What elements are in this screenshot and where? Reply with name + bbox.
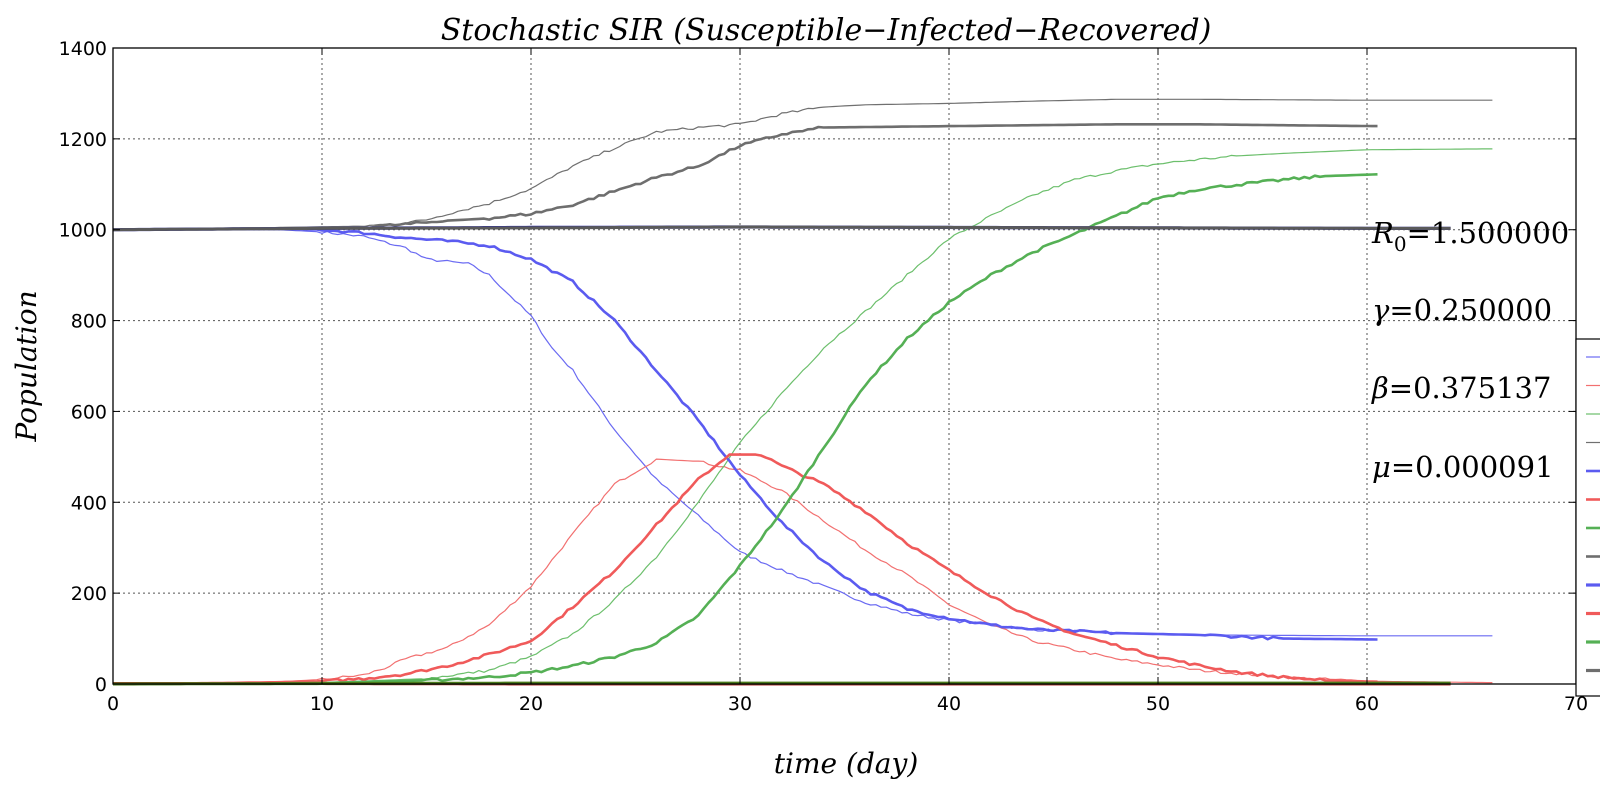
legend-box <box>1575 338 1600 697</box>
x-axis-ticks: 0 10 20 30 40 50 60 70 <box>107 48 1588 715</box>
series-group <box>113 98 1493 686</box>
series-line-5 <box>113 227 1378 641</box>
y-tick-label: 600 <box>71 401 107 423</box>
x-tick-label: 0 <box>107 693 119 715</box>
param-annotation: μ=0.000091 <box>1372 450 1554 484</box>
series-line-12 <box>113 225 1451 232</box>
param-annotation: γ=0.250000 <box>1372 293 1552 327</box>
y-tick-label: 1400 <box>59 38 107 60</box>
parameter-annotations: R0=1.500000 γ=0.250000 β=0.375137 μ=0.00009… <box>1371 216 1569 484</box>
x-axis-label: time (day) <box>774 747 919 780</box>
y-tick-label: 200 <box>71 583 107 605</box>
y-tick-label: 1200 <box>59 129 107 151</box>
x-tick-label: 50 <box>1146 693 1170 715</box>
series-line-8 <box>113 123 1378 231</box>
y-tick-label: 1000 <box>59 220 107 242</box>
x-tick-label: 70 <box>1564 693 1588 715</box>
y-axis-ticks: 0 200 400 600 800 1000 1200 1400 <box>59 38 1576 696</box>
y-tick-label: 0 <box>95 674 107 696</box>
series-line-1 <box>113 228 1493 637</box>
chart-title: Stochastic SIR (Susceptible−Infected−Rec… <box>441 13 1212 48</box>
plot-frame <box>112 47 1577 685</box>
series-line-7 <box>113 173 1378 686</box>
y-tick-label: 400 <box>71 492 107 514</box>
param-annotation: β=0.375137 <box>1371 371 1551 405</box>
legend <box>1575 338 1600 697</box>
series-line-2 <box>113 458 1493 685</box>
grid <box>113 48 1576 684</box>
param-annotation: R0=1.500000 <box>1371 216 1569 256</box>
y-axis-label: Population <box>10 290 43 442</box>
x-tick-label: 30 <box>728 693 752 715</box>
series-line-4 <box>113 98 1493 231</box>
x-tick-label: 20 <box>519 693 543 715</box>
series-line-6 <box>113 453 1378 686</box>
x-tick-label: 40 <box>937 693 961 715</box>
x-tick-label: 10 <box>310 693 334 715</box>
y-tick-label: 800 <box>71 311 107 333</box>
x-tick-label: 60 <box>1355 693 1379 715</box>
